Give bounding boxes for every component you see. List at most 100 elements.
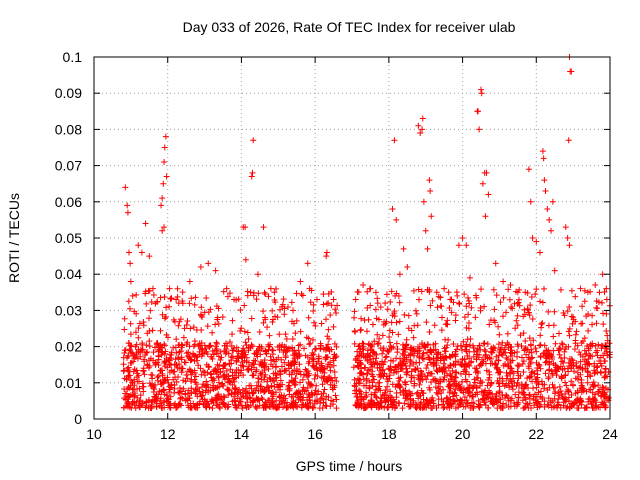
data-point [327, 402, 334, 409]
data-point [351, 308, 358, 315]
data-point [291, 367, 298, 374]
data-point [409, 350, 416, 357]
data-point [241, 349, 248, 356]
data-point [508, 303, 515, 310]
data-point [312, 346, 319, 353]
data-point [293, 290, 300, 297]
data-point [262, 348, 269, 355]
data-point [304, 354, 311, 361]
data-point [204, 369, 211, 376]
data-point [385, 404, 392, 411]
data-point [571, 346, 578, 353]
data-point [548, 227, 555, 234]
data-point [466, 388, 473, 395]
data-point [361, 317, 368, 324]
data-point [533, 399, 540, 406]
data-point [589, 381, 596, 388]
data-point [161, 315, 168, 322]
data-point [231, 296, 238, 303]
data-point [157, 294, 164, 301]
data-point [214, 316, 221, 323]
data-point [419, 352, 426, 359]
data-point [502, 349, 509, 356]
data-point [533, 238, 540, 245]
data-point [217, 395, 224, 402]
data-point [253, 296, 260, 303]
data-point [186, 343, 193, 350]
data-point [447, 354, 454, 361]
data-point [537, 365, 544, 372]
data-point [184, 402, 191, 409]
data-point [302, 366, 309, 373]
data-point [325, 335, 332, 342]
data-point [249, 169, 256, 176]
data-point [564, 403, 571, 410]
data-point [241, 302, 248, 309]
data-point [520, 358, 527, 365]
data-point [146, 315, 153, 322]
data-point [182, 378, 189, 385]
data-point [495, 357, 502, 364]
data-point [143, 300, 150, 307]
data-point [438, 327, 445, 334]
data-point [249, 397, 256, 404]
data-point [393, 340, 400, 347]
chart-title: Day 033 of 2026, Rate Of TEC Index for r… [183, 19, 516, 35]
data-point [308, 381, 315, 388]
data-point [145, 364, 152, 371]
data-point [395, 362, 402, 369]
data-point [507, 282, 514, 289]
data-point [295, 395, 302, 402]
data-point [331, 374, 338, 381]
data-point [135, 334, 142, 341]
data-point [556, 345, 563, 352]
data-point [266, 387, 273, 394]
data-point [466, 382, 473, 389]
data-point [307, 340, 314, 347]
data-point [285, 365, 292, 372]
data-point [168, 367, 175, 374]
data-point [273, 374, 280, 381]
data-point [222, 361, 229, 368]
data-point [253, 349, 260, 356]
data-point [159, 349, 166, 356]
data-point [327, 367, 334, 374]
data-point [544, 401, 551, 408]
data-point [508, 395, 515, 402]
data-point [258, 345, 265, 352]
data-point [405, 312, 412, 319]
data-point [437, 294, 444, 301]
data-point [445, 400, 452, 407]
data-point [486, 321, 493, 328]
data-point [317, 400, 324, 407]
data-point [537, 401, 544, 408]
data-point [594, 369, 601, 376]
data-point [456, 300, 463, 307]
data-point [282, 395, 289, 402]
data-point [600, 321, 607, 328]
data-point [560, 402, 567, 409]
data-point [514, 322, 521, 329]
data-point [496, 388, 503, 395]
data-point [320, 390, 327, 397]
data-point [276, 331, 283, 338]
data-point [396, 318, 403, 325]
data-point [478, 86, 484, 93]
data-point [512, 391, 519, 398]
data-point [167, 404, 174, 411]
data-point [594, 347, 601, 354]
data-point [540, 155, 547, 162]
data-point [579, 338, 586, 345]
data-point [465, 311, 472, 318]
data-point [415, 286, 422, 293]
data-point [492, 361, 499, 368]
data-point [133, 349, 140, 356]
data-point [215, 353, 222, 360]
data-point [593, 320, 600, 327]
data-point [166, 285, 173, 292]
data-point [255, 387, 262, 394]
data-point [514, 368, 521, 375]
data-point [398, 365, 405, 372]
data-point [384, 383, 391, 390]
data-point [237, 327, 244, 334]
